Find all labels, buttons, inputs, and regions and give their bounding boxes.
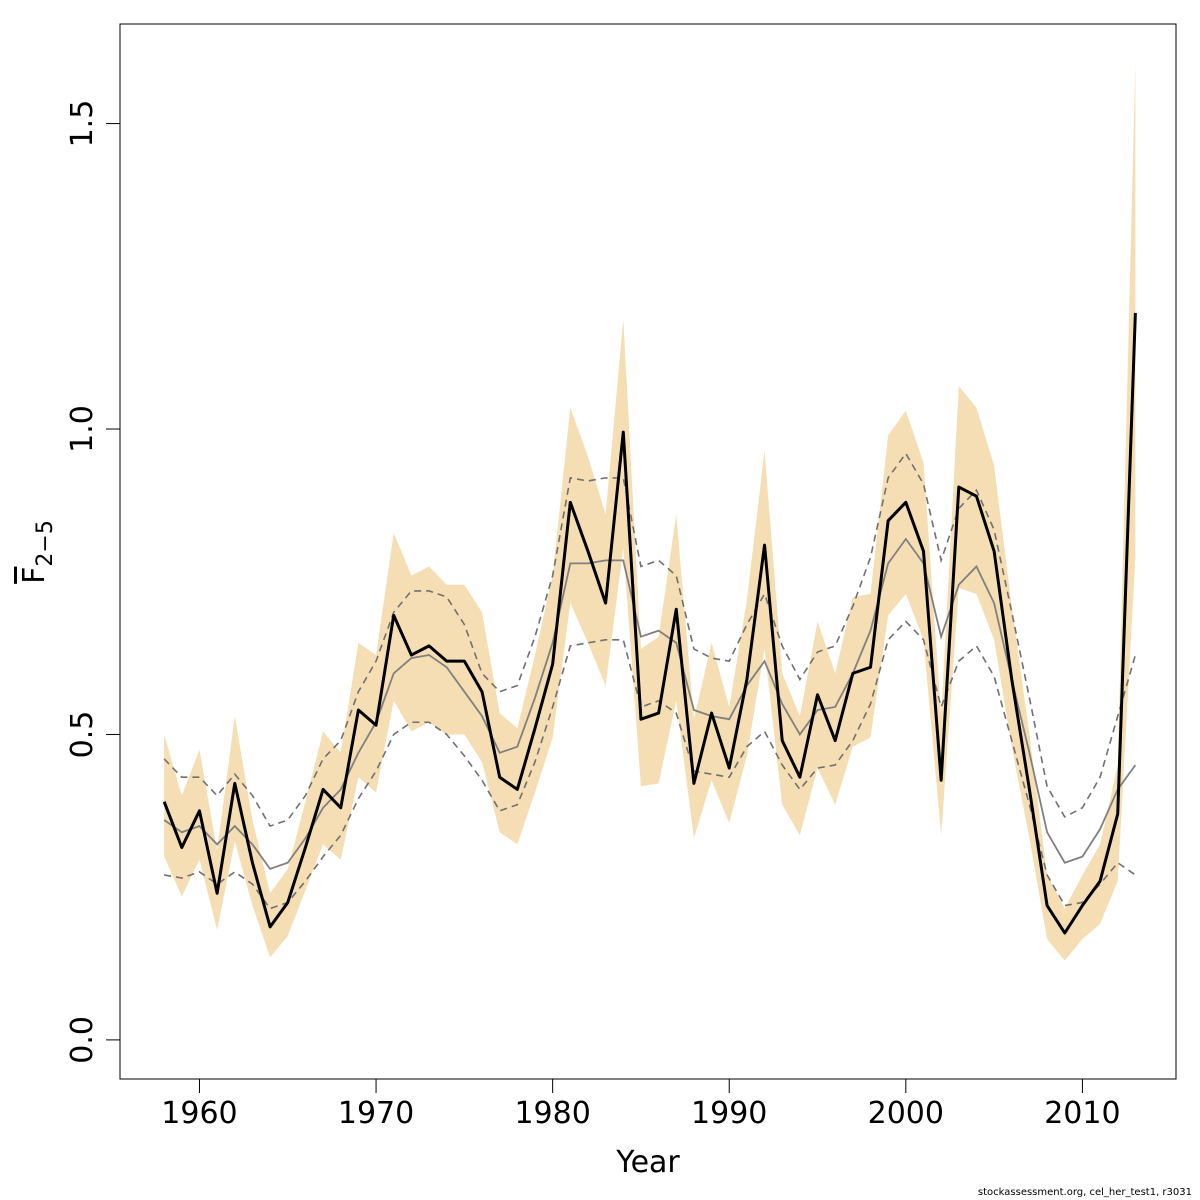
y-tick-label: 1.0 bbox=[65, 405, 100, 453]
y-axis: 0.0 0.5 1.0 1.5 bbox=[65, 100, 121, 1064]
x-tick-label: 1980 bbox=[514, 1096, 590, 1131]
y-tick-label: 0.0 bbox=[65, 1016, 100, 1064]
x-axis: 1960 1970 1980 1990 2000 2010 bbox=[161, 1078, 1121, 1131]
footnote: stockassessment.org, cel_her_test1, r303… bbox=[977, 1187, 1192, 1198]
x-tick-label: 1970 bbox=[338, 1096, 414, 1131]
smooth-line bbox=[163, 537, 1137, 870]
y-axis-title-subscript: 2−5 bbox=[33, 520, 58, 566]
x-tick-label: 2010 bbox=[1044, 1096, 1120, 1131]
svg-text:F2−5: F2−5 bbox=[17, 520, 58, 584]
x-tick-label: 2000 bbox=[868, 1096, 944, 1131]
y-tick-label: 0.5 bbox=[65, 711, 100, 759]
x-tick-label: 1990 bbox=[691, 1096, 767, 1131]
x-tick-label: 1960 bbox=[161, 1096, 237, 1131]
estimate-line bbox=[162, 312, 1137, 935]
y-tick-label: 1.5 bbox=[65, 100, 100, 148]
confidence-band-layer bbox=[164, 62, 1136, 961]
smooth-upper-dashed-line bbox=[163, 451, 1137, 828]
confidence-band bbox=[164, 62, 1136, 961]
y-axis-title-main: F bbox=[17, 567, 52, 584]
series-line-layer bbox=[162, 312, 1137, 935]
smooth-lower-dashed-line bbox=[164, 620, 1136, 910]
x-axis-title: Year bbox=[615, 1145, 680, 1180]
y-axis-title: F2−5 bbox=[17, 520, 58, 584]
